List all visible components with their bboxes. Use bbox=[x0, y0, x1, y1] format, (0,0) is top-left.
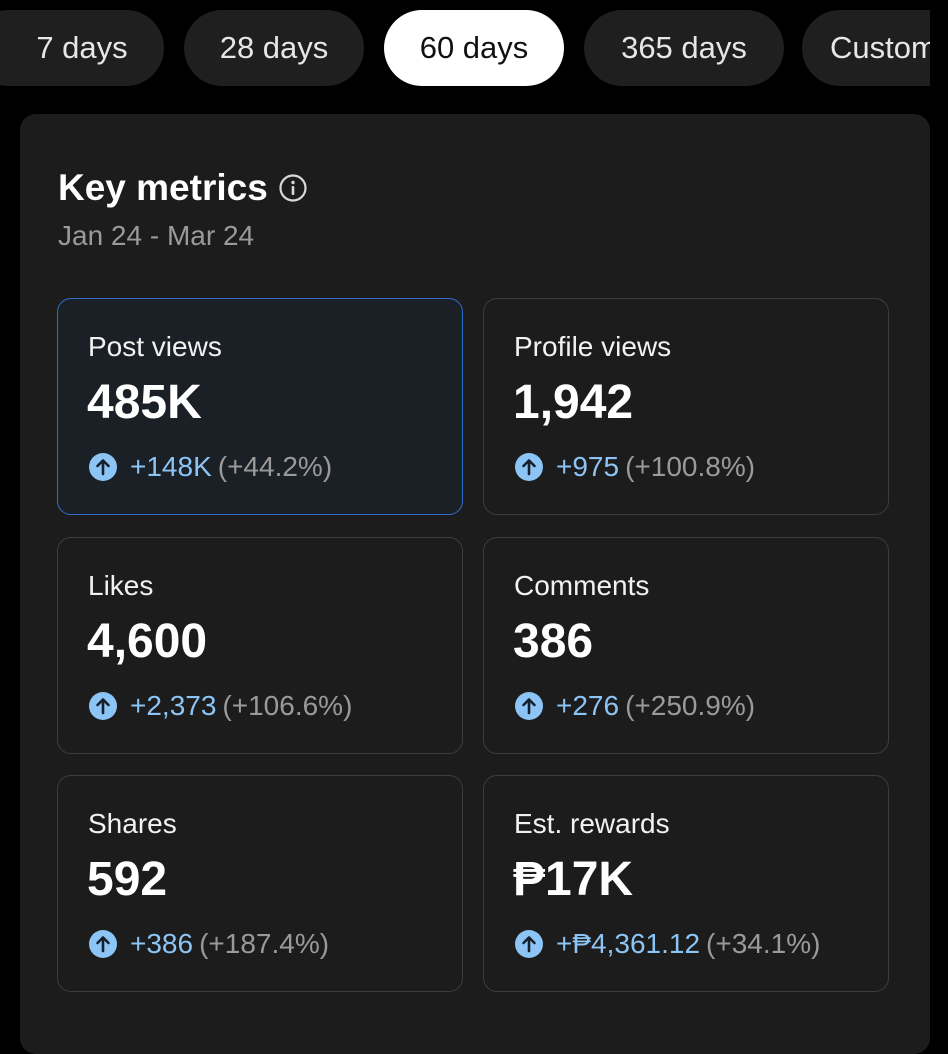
metric-label: Shares bbox=[88, 808, 177, 839]
metric-label: Comments bbox=[514, 570, 650, 601]
arrow-up-circle-icon bbox=[88, 691, 118, 721]
metric-label: Likes bbox=[88, 570, 154, 601]
arrow-up-circle-icon bbox=[514, 452, 544, 482]
tab-365-days[interactable]: 365 days bbox=[584, 10, 784, 86]
metric-value: 485K bbox=[87, 376, 202, 429]
metric-value: 1,942 bbox=[513, 376, 634, 429]
metric-percent: (+44.2%) bbox=[217, 451, 333, 482]
key-metrics-title: Key metrics bbox=[58, 167, 268, 208]
metric-card-post-views[interactable]: Post views 485K +148K (+44.2%) bbox=[57, 298, 463, 515]
metric-value: 592 bbox=[87, 853, 168, 906]
tab-7-days[interactable]: 7 days bbox=[0, 10, 164, 86]
metric-label: Profile views bbox=[514, 331, 672, 362]
metric-change: +₱4,361.12 (+34.1%) bbox=[514, 928, 820, 960]
metric-change: +975 (+100.8%) bbox=[514, 451, 755, 483]
metric-change: +2,373 (+106.6%) bbox=[88, 690, 352, 722]
info-icon[interactable] bbox=[278, 173, 308, 203]
metric-label: Post views bbox=[88, 331, 222, 362]
metric-label: Est. rewards bbox=[514, 808, 670, 839]
metric-delta: +148K bbox=[130, 451, 212, 482]
metric-card-comments[interactable]: Comments 386 +276 (+250.9%) bbox=[483, 537, 889, 754]
metric-value: 4,600 bbox=[87, 615, 208, 668]
metric-change: +276 (+250.9%) bbox=[514, 690, 755, 722]
key-metrics-panel: Key metrics Jan 24 - Mar 24 Post views 4… bbox=[20, 114, 930, 1054]
metric-delta: +2,373 bbox=[130, 690, 217, 721]
metric-delta: +₱4,361.12 bbox=[556, 928, 701, 959]
arrow-up-circle-icon bbox=[88, 929, 118, 959]
metric-percent: (+250.9%) bbox=[625, 690, 756, 721]
metric-card-est-rewards[interactable]: Est. rewards ₱17K +₱4,361.12 (+34.1%) bbox=[483, 775, 889, 992]
metric-value: 386 bbox=[513, 615, 594, 668]
metric-percent: (+34.1%) bbox=[706, 928, 821, 959]
tab-60-days[interactable]: 60 days bbox=[384, 10, 564, 86]
metric-percent: (+187.4%) bbox=[199, 928, 330, 959]
metric-percent: (+100.8%) bbox=[625, 451, 756, 482]
key-metrics-header: Key metrics bbox=[58, 164, 308, 212]
arrow-up-circle-icon bbox=[88, 452, 118, 482]
tab-custom[interactable]: Custom bbox=[802, 10, 930, 86]
date-range-text: Jan 24 - Mar 24 bbox=[58, 220, 255, 251]
metric-value: ₱17K bbox=[513, 853, 634, 906]
tab-28-days[interactable]: 28 days bbox=[184, 10, 364, 86]
metric-change: +386 (+187.4%) bbox=[88, 928, 329, 960]
metric-delta: +975 bbox=[556, 451, 620, 482]
metric-card-likes[interactable]: Likes 4,600 +2,373 (+106.6%) bbox=[57, 537, 463, 754]
arrow-up-circle-icon bbox=[514, 929, 544, 959]
metric-card-profile-views[interactable]: Profile views 1,942 +975 (+100.8%) bbox=[483, 298, 889, 515]
metric-change: +148K (+44.2%) bbox=[88, 451, 332, 483]
metric-delta: +276 bbox=[556, 690, 620, 721]
metric-card-shares[interactable]: Shares 592 +386 (+187.4%) bbox=[57, 775, 463, 992]
metric-delta: +386 bbox=[130, 928, 194, 959]
metric-percent: (+106.6%) bbox=[222, 690, 353, 721]
date-range-tabs: 7 days 28 days 60 days 365 days Custom bbox=[0, 10, 930, 86]
arrow-up-circle-icon bbox=[514, 691, 544, 721]
